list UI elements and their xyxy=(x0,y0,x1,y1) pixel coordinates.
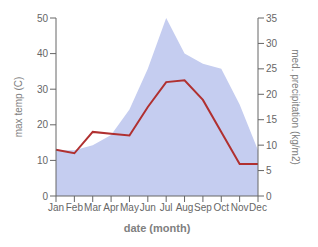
svg-text:30: 30 xyxy=(37,84,49,95)
svg-text:5: 5 xyxy=(266,165,272,176)
svg-text:35: 35 xyxy=(266,13,278,24)
svg-text:20: 20 xyxy=(266,89,278,100)
svg-text:0: 0 xyxy=(266,191,272,202)
svg-text:Jul: Jul xyxy=(160,202,173,213)
svg-text:Dec: Dec xyxy=(249,202,267,213)
svg-text:25: 25 xyxy=(266,63,278,74)
svg-text:Jan: Jan xyxy=(48,202,64,213)
svg-text:Mar: Mar xyxy=(84,202,102,213)
svg-text:Feb: Feb xyxy=(66,202,84,213)
svg-text:May: May xyxy=(120,202,139,213)
svg-text:Apr: Apr xyxy=(103,202,119,213)
svg-text:20: 20 xyxy=(37,119,49,130)
svg-text:date (month): date (month) xyxy=(124,222,191,234)
svg-text:10: 10 xyxy=(37,155,49,166)
svg-text:Oct: Oct xyxy=(213,202,229,213)
svg-text:50: 50 xyxy=(37,13,49,24)
svg-text:Sep: Sep xyxy=(194,202,212,213)
svg-text:Nov: Nov xyxy=(231,202,249,213)
svg-text:Aug: Aug xyxy=(176,202,194,213)
svg-text:15: 15 xyxy=(266,114,278,125)
svg-text:40: 40 xyxy=(37,48,49,59)
svg-text:10: 10 xyxy=(266,140,278,151)
svg-text:med. precipitation (kg/m2): med. precipitation (kg/m2) xyxy=(290,49,301,165)
svg-text:Jun: Jun xyxy=(140,202,156,213)
svg-text:max temp (C): max temp (C) xyxy=(13,77,24,138)
svg-text:30: 30 xyxy=(266,38,278,49)
svg-text:0: 0 xyxy=(42,191,48,202)
